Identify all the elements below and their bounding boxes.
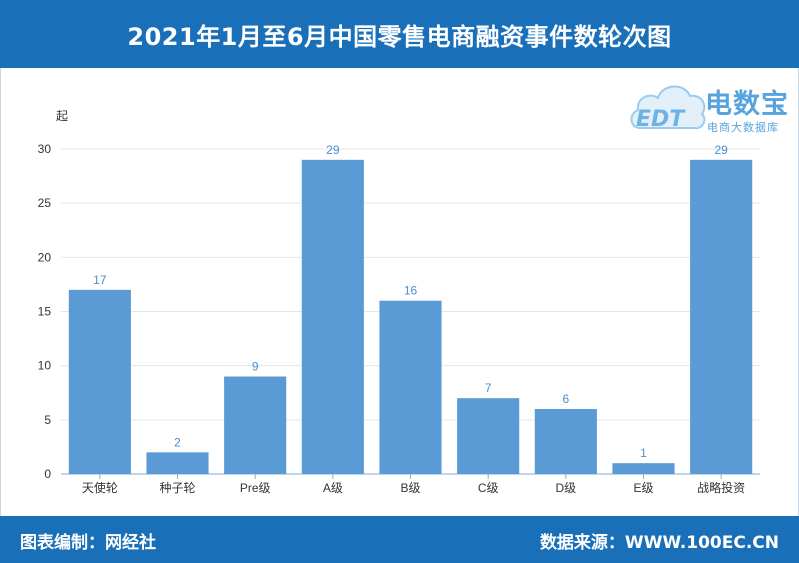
y-tick-label: 30 — [38, 142, 52, 156]
bar-C级 — [457, 398, 520, 474]
bar-Pre级 — [224, 376, 287, 474]
y-tick-label: 25 — [38, 196, 52, 210]
bar-value-label: 29 — [714, 143, 728, 157]
bar-value-label: 7 — [485, 381, 492, 395]
bar-天使轮 — [68, 289, 131, 474]
x-category-label: A级 — [323, 481, 343, 495]
y-tick-label: 10 — [38, 359, 52, 373]
bar-D级 — [534, 409, 597, 474]
bar-E级 — [612, 463, 675, 474]
x-category-label: D级 — [555, 481, 576, 495]
x-category-label: Pre级 — [240, 481, 271, 495]
y-tick-label: 5 — [44, 413, 51, 427]
x-category-label: 种子轮 — [159, 481, 195, 495]
logo-mark: EDT — [636, 107, 686, 132]
x-category-label: 战略投资 — [697, 480, 745, 495]
bar-value-label: 2 — [174, 435, 181, 449]
bar-value-label: 6 — [562, 392, 569, 406]
brand-logo: EDT 电数宝 电商大数据库 — [628, 76, 793, 138]
footer-source: 数据来源：WWW.100EC.CN — [539, 533, 779, 553]
bar-战略投资 — [690, 159, 753, 475]
bar-layer — [68, 159, 753, 475]
y-tick-label: 0 — [44, 467, 51, 481]
logo-subtitle: 电商大数据库 — [707, 121, 779, 134]
bar-value-label: 1 — [640, 446, 647, 460]
bar-value-label: 16 — [404, 284, 418, 298]
x-category-label: 天使轮 — [82, 480, 118, 495]
title-banner: 2021年1月至6月中国零售电商融资事件数轮次图 — [0, 0, 799, 68]
x-category-label: C级 — [478, 481, 499, 495]
y-axis-unit: 起 — [56, 109, 68, 123]
y-tick-label: 20 — [38, 250, 52, 264]
footer-banner: 图表编制：网经社 数据来源：WWW.100EC.CN — [0, 516, 799, 563]
label-layer: 0 5 10 15 20 25 30 17 天使轮 2 种子轮 9 Pre级 29 A级 16 B级 7 C级 6 D级… — [38, 142, 746, 495]
bar-种子轮 — [146, 452, 209, 474]
footer-credit: 图表编制：网经社 — [20, 533, 156, 553]
bar-value-label: 17 — [93, 273, 107, 287]
y-tick-label: 15 — [38, 305, 52, 319]
chart-title: 2021年1月至6月中国零售电商融资事件数轮次图 — [127, 22, 672, 51]
bar-B级 — [379, 300, 442, 474]
bar-A级 — [301, 159, 364, 475]
bar-value-label: 29 — [326, 143, 340, 157]
logo-brand-text: 电数宝 — [705, 89, 789, 120]
x-category-label: E级 — [633, 481, 653, 495]
cloud-logo-icon: EDT — [630, 85, 706, 132]
x-category-label: B级 — [400, 481, 420, 495]
bar-value-label: 9 — [252, 360, 259, 374]
